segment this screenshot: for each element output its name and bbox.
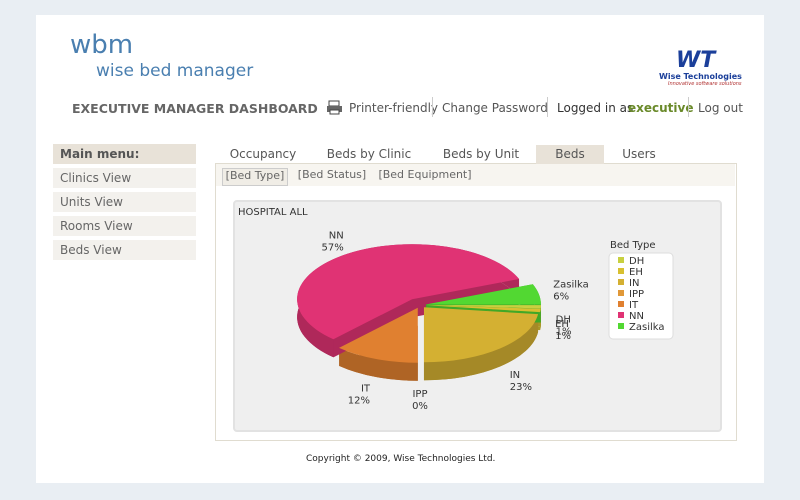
slice-value: 0% bbox=[412, 401, 428, 412]
legend-label: IPP bbox=[629, 289, 644, 300]
slice-value: 1% bbox=[556, 326, 572, 337]
company-name: Wise Technologies bbox=[659, 72, 742, 81]
subtab[interactable]: [Bed Status] bbox=[297, 168, 367, 181]
subtab[interactable]: [Bed Type] bbox=[222, 168, 288, 186]
change-password-link[interactable]: Change Password bbox=[442, 101, 548, 115]
separator bbox=[547, 97, 548, 117]
legend-label: NN bbox=[629, 311, 644, 322]
legend-swatch bbox=[618, 301, 624, 307]
pie-slice bbox=[297, 244, 520, 340]
legend-swatch bbox=[618, 279, 624, 285]
legend-swatch bbox=[618, 257, 624, 263]
legend-label: IN bbox=[629, 278, 639, 289]
pie-slice bbox=[425, 305, 541, 313]
logout-link[interactable]: Log out bbox=[698, 101, 743, 115]
tab[interactable]: Occupancy bbox=[229, 147, 297, 161]
slice-value: 1% bbox=[555, 331, 571, 342]
menu-item[interactable]: Beds View bbox=[53, 240, 196, 260]
legend-label: Zasilka bbox=[629, 322, 665, 333]
tab[interactable]: Beds by Clinic bbox=[326, 147, 412, 161]
slice-label: IN bbox=[510, 370, 520, 381]
slice-value: 12% bbox=[348, 396, 370, 407]
slice-label: Zasilka bbox=[553, 280, 589, 291]
slice-label: IT bbox=[361, 384, 371, 395]
company-tagline: Innovative software solutions bbox=[668, 81, 742, 87]
separator bbox=[432, 97, 433, 117]
logged-in-text: Logged in as bbox=[557, 101, 634, 115]
legend-box bbox=[608, 252, 674, 340]
user-name: executive bbox=[628, 101, 694, 115]
slice-value: 23% bbox=[510, 382, 532, 393]
pie-slice bbox=[423, 307, 539, 363]
legend-swatch bbox=[618, 268, 624, 274]
slice-label: IPP bbox=[412, 389, 427, 400]
pie-slice bbox=[425, 305, 541, 309]
tab[interactable]: Users bbox=[622, 147, 656, 161]
company-logo: WT bbox=[676, 48, 716, 73]
legend-swatch bbox=[618, 290, 624, 296]
pie-slice-side bbox=[297, 244, 520, 358]
subtab[interactable]: [Bed Equipment] bbox=[378, 168, 472, 181]
tab[interactable]: Beds bbox=[536, 145, 604, 164]
menu-item[interactable]: Clinics View bbox=[53, 168, 196, 188]
legend-title: Bed Type bbox=[610, 240, 656, 251]
slice-label: EH bbox=[555, 319, 569, 330]
menu-title: Main menu: bbox=[53, 144, 196, 164]
separator bbox=[688, 97, 689, 117]
logo-text: wise bed manager bbox=[96, 61, 254, 81]
legend-swatch bbox=[618, 323, 624, 329]
pie-slice-side bbox=[423, 314, 539, 381]
pie-slice bbox=[339, 307, 418, 363]
legend-label: EH bbox=[629, 267, 643, 278]
tab[interactable]: Beds by Unit bbox=[442, 147, 520, 161]
legend-label: IT bbox=[629, 300, 639, 311]
subtab-bar bbox=[216, 164, 735, 186]
slice-value: 6% bbox=[553, 292, 569, 303]
menu-item[interactable]: Units View bbox=[53, 192, 196, 212]
slice-value: 57% bbox=[321, 242, 343, 253]
legend-swatch bbox=[618, 312, 624, 318]
chart-title: HOSPITAL ALL bbox=[238, 207, 308, 218]
pie-slice-side bbox=[339, 347, 418, 381]
pie-chart: HOSPITAL ALL Bed Type DH1%EH1%IN23%IPP0%… bbox=[238, 207, 674, 412]
legend-label: DH bbox=[629, 256, 644, 267]
slice-label: NN bbox=[329, 230, 344, 241]
pie-slice bbox=[425, 284, 541, 305]
logo-mark: wbm bbox=[70, 30, 134, 60]
menu-item[interactable]: Rooms View bbox=[53, 216, 196, 236]
printer-icon bbox=[327, 100, 342, 115]
slice-label: DH bbox=[556, 314, 571, 325]
printer-link[interactable]: Printer-friendly bbox=[349, 101, 439, 115]
dashboard-title: EXECUTIVE MANAGER DASHBOARD bbox=[72, 101, 318, 116]
copyright: Copyright © 2009, Wise Technologies Ltd. bbox=[306, 454, 496, 464]
